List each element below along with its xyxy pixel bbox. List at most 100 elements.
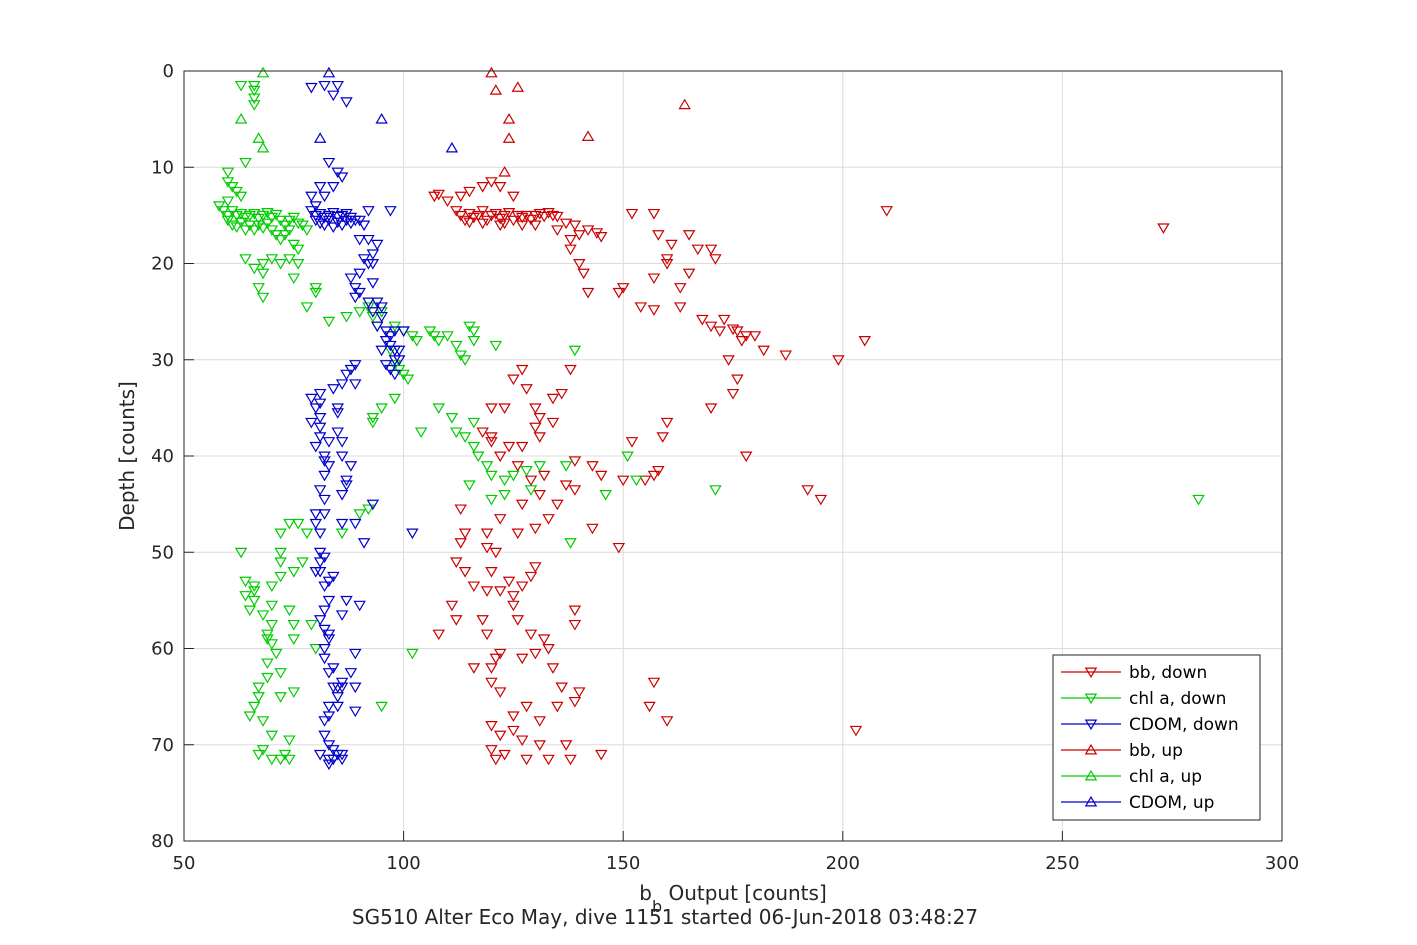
data-point <box>252 682 265 694</box>
data-point <box>599 490 612 501</box>
data-point <box>832 355 845 366</box>
data-point <box>709 254 722 265</box>
legend-label: CDOM, down <box>1129 715 1239 735</box>
data-point <box>445 413 459 424</box>
data-point <box>524 485 538 496</box>
data-point <box>515 581 529 593</box>
data-point <box>485 403 498 414</box>
data-point <box>234 547 248 559</box>
data-point <box>283 735 296 747</box>
data-point <box>335 610 349 621</box>
data-point <box>300 528 314 540</box>
data-point <box>612 287 626 299</box>
data-point <box>493 514 507 525</box>
data-point <box>502 576 516 588</box>
data-point <box>564 244 577 256</box>
data-point <box>678 98 691 110</box>
data-point <box>265 581 279 593</box>
x-tick-label: 150 <box>606 853 640 874</box>
data-point <box>454 504 467 516</box>
data-point <box>616 475 630 487</box>
data-point <box>313 422 327 434</box>
data-point <box>643 701 656 713</box>
series-5 <box>313 66 459 153</box>
data-point <box>331 427 344 439</box>
data-point <box>458 215 472 227</box>
series-3 <box>485 66 691 177</box>
data-point <box>476 615 489 626</box>
data-point <box>353 307 366 318</box>
x-tick-label: 100 <box>386 853 420 874</box>
x-axis-label-main: b <box>639 881 652 905</box>
data-point <box>476 182 489 193</box>
data-point <box>463 217 476 229</box>
data-point <box>318 730 331 742</box>
data-point <box>239 576 252 588</box>
data-point <box>335 379 349 390</box>
data-point <box>713 326 727 337</box>
data-point <box>551 211 564 223</box>
data-point <box>485 494 498 506</box>
data-point <box>353 234 366 246</box>
data-point <box>256 610 270 621</box>
data-point <box>327 182 340 193</box>
data-point <box>665 239 678 251</box>
data-point <box>318 494 331 506</box>
legend-item: bb, down <box>1061 663 1207 683</box>
data-point <box>520 701 533 713</box>
data-point <box>318 80 331 92</box>
data-point <box>533 432 547 443</box>
data-point <box>674 283 687 294</box>
data-point <box>441 331 454 342</box>
data-point <box>340 369 353 381</box>
data-point <box>432 336 445 347</box>
data-point <box>432 629 445 641</box>
data-point <box>529 562 542 573</box>
data-point <box>507 711 520 722</box>
data-point <box>274 234 287 246</box>
data-point <box>318 509 331 520</box>
data-point <box>485 745 498 756</box>
y-tick-label: 50 <box>151 542 174 563</box>
data-point <box>248 263 261 275</box>
data-point <box>226 220 239 232</box>
data-point <box>252 692 265 703</box>
data-point <box>362 504 375 516</box>
data-point <box>647 305 661 316</box>
data-point <box>559 480 573 491</box>
data-point <box>291 518 305 530</box>
data-point <box>731 374 744 386</box>
data-point <box>305 82 318 94</box>
series-4 <box>234 66 270 153</box>
data-point <box>278 230 292 241</box>
data-point <box>252 283 265 294</box>
data-point <box>814 494 828 506</box>
data-point <box>256 210 270 222</box>
data-point <box>406 528 419 540</box>
data-point <box>265 212 279 224</box>
data-point <box>318 470 331 482</box>
legend-label: CDOM, up <box>1129 793 1214 813</box>
data-point <box>300 225 314 236</box>
data-point <box>480 629 494 641</box>
data-point <box>515 220 529 232</box>
legend-marker <box>1084 693 1098 705</box>
data-point <box>735 336 749 347</box>
data-point <box>256 223 270 235</box>
data-point <box>322 215 336 227</box>
data-point <box>458 528 472 540</box>
data-point <box>502 207 516 219</box>
data-point <box>581 130 595 141</box>
data-point <box>234 80 248 92</box>
data-point <box>318 220 331 232</box>
data-point <box>309 403 323 414</box>
data-point <box>362 297 375 309</box>
data-point <box>335 518 349 530</box>
data-point <box>493 182 507 193</box>
data-point <box>445 141 459 153</box>
data-point <box>625 208 639 220</box>
data-point <box>480 461 494 472</box>
data-point <box>551 499 564 511</box>
data-point <box>537 470 551 482</box>
